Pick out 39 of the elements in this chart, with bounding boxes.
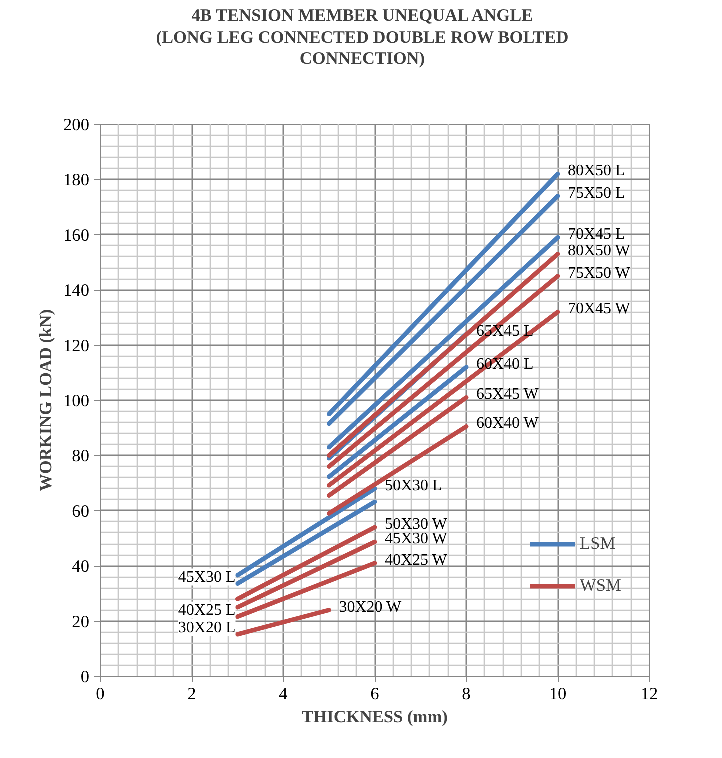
x-tick-label: 8 (462, 684, 471, 704)
annotation: 70X45 L (568, 226, 626, 244)
x-tick-label: 12 (640, 684, 658, 704)
y-tick-label: 60 (72, 502, 90, 521)
x-tick-label: 4 (279, 684, 288, 704)
annotation: 65X45 W (476, 386, 540, 404)
annotation: 80X50 W (568, 242, 632, 260)
annotation: 45X30 W (385, 530, 448, 548)
annotation: 50X30 L (385, 477, 442, 494)
y-tick-label: 180 (64, 170, 90, 190)
y-tick-label: 100 (64, 392, 90, 410)
annotation: 40X25 W (385, 552, 448, 569)
annotation: 70X45 W (568, 300, 632, 318)
y-tick-label: 20 (72, 612, 90, 632)
x-tick-label: 0 (96, 684, 105, 704)
annotation: 75X50 L (568, 184, 626, 202)
legend-label: WSM (580, 576, 622, 596)
y-tick-label: 160 (64, 226, 90, 245)
annotation: 45X30 L (178, 568, 236, 586)
y-tick-label: 200 (64, 116, 90, 134)
x-tick-label: 10 (549, 684, 567, 704)
annotation: 50X30 W (385, 516, 448, 533)
y-axis-title: WORKING LOAD (kN) (36, 309, 56, 492)
annotation: 80X50 L (568, 162, 626, 180)
annotation: 30X20 W (339, 598, 403, 616)
x-tick-label: 2 (188, 684, 196, 704)
annotation: 75X50 W (568, 264, 632, 282)
annotation: 60X40 W (476, 415, 540, 432)
y-tick-label: 0 (80, 668, 90, 686)
x-axis-title: THICKNESS (mm) (302, 708, 448, 726)
annotation: 30X20 L (178, 620, 236, 637)
y-tick-label: 120 (64, 336, 90, 356)
x-tick-label: 6 (370, 684, 380, 704)
annotation: 40X25 L (178, 602, 236, 619)
y-tick-label: 80 (72, 446, 90, 466)
y-tick-label: 140 (64, 281, 90, 300)
legend-label: LSM (580, 534, 616, 554)
y-tick-label: 40 (72, 557, 90, 576)
chart-title: 4B TENSION MEMBER UNEQUAL ANGLE (LONG LEG CONNECTED DOUBLE ROW BOLTED CONNECTION) (155, 5, 570, 70)
